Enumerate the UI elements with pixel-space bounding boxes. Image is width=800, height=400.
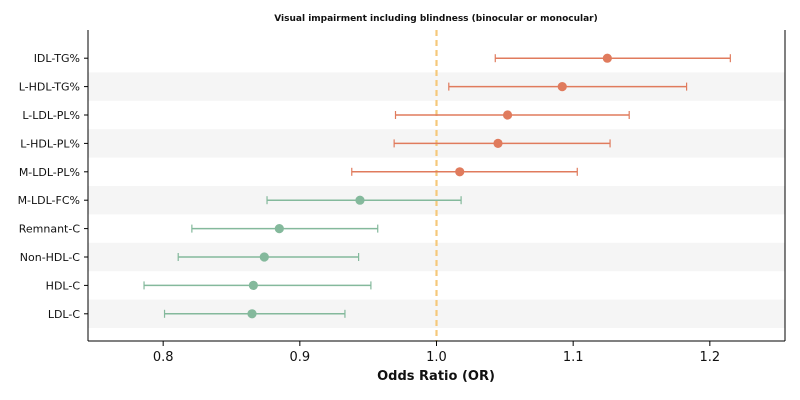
or-point (455, 167, 465, 177)
data-row-m-ldl-pl- (351, 167, 578, 177)
y-axis: IDL-TG% L-HDL-TG% L-LDL-PL% L-HDL-PL% M-LDL-… (18, 30, 786, 341)
y-tick-label: Non-HDL-C (20, 251, 81, 264)
y-tick-label: LDL-C (48, 308, 81, 321)
x-tick-label: 1.2 (699, 350, 720, 365)
or-point (602, 53, 612, 63)
or-point (493, 138, 503, 148)
or-point (247, 309, 257, 319)
or-point (259, 252, 269, 262)
data-row-ldl-c (163, 309, 346, 319)
x-tick-label: 1.0 (426, 350, 447, 365)
x-axis: 0.8 0.9 1.0 1.1 1.2 (88, 340, 785, 365)
data-row-l-hdl-tg- (448, 82, 688, 92)
y-tick-label: M-LDL-PL% (19, 166, 80, 179)
data-row-hdl-c (143, 280, 372, 290)
y-tick-label: IDL-TG% (34, 52, 80, 65)
x-tick-label: 0.9 (289, 350, 310, 365)
or-point (355, 195, 365, 205)
or-point (248, 280, 258, 290)
data-row-idl-tg- (494, 53, 731, 63)
data-row-m-ldl-fc- (266, 195, 462, 205)
data-row-l-hdl-pl- (393, 138, 611, 148)
data-row-non-hdl-c (177, 252, 360, 262)
or-point (502, 110, 513, 120)
y-tick-label: L-LDL-PL% (22, 109, 80, 122)
x-tick-label: 0.8 (153, 350, 174, 365)
y-tick-label: L-HDL-PL% (20, 137, 80, 150)
or-point (557, 82, 567, 92)
data-row-remnant-c (191, 224, 379, 234)
y-tick-label: HDL-C (46, 279, 81, 292)
chart-title: Visual impairment including blindness (b… (274, 14, 598, 24)
data-marks (143, 53, 731, 319)
x-axis-label: Odds Ratio (OR) (377, 369, 495, 384)
y-tick-label: L-HDL-TG% (19, 81, 80, 94)
x-tick-label: 1.1 (563, 350, 584, 365)
y-tick-label: Remnant-C (19, 223, 81, 236)
or-point (274, 224, 284, 234)
data-row-l-ldl-pl- (394, 110, 630, 120)
y-tick-label: M-LDL-FC% (18, 194, 80, 207)
